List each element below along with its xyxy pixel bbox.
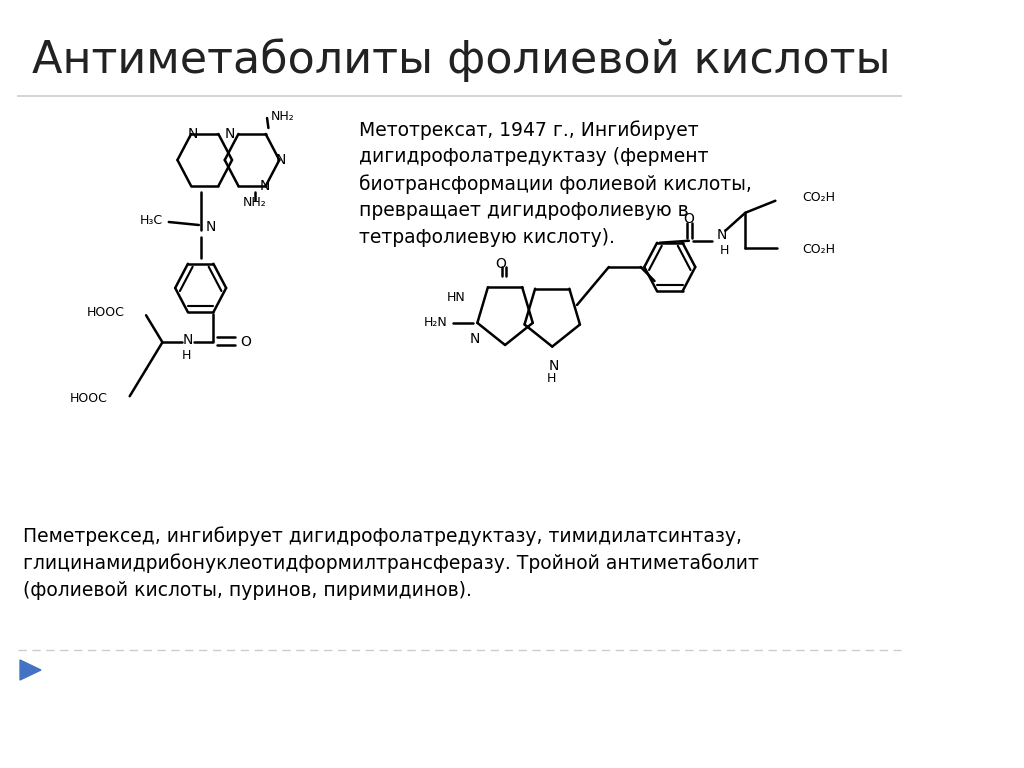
Text: H: H xyxy=(547,372,557,385)
Text: NH₂: NH₂ xyxy=(243,197,266,210)
Text: N: N xyxy=(470,332,480,346)
Text: N: N xyxy=(182,333,194,347)
Text: HN: HN xyxy=(447,291,466,304)
Text: NH₂: NH₂ xyxy=(271,111,295,124)
Text: CO₂H: CO₂H xyxy=(803,243,836,257)
Text: O: O xyxy=(683,212,694,226)
Text: N: N xyxy=(259,178,269,193)
Text: N: N xyxy=(717,228,727,242)
Text: O: O xyxy=(240,336,251,349)
Polygon shape xyxy=(20,660,41,680)
Text: N: N xyxy=(549,359,559,372)
Text: CO₂H: CO₂H xyxy=(803,191,836,204)
Text: H₂N: H₂N xyxy=(424,316,447,329)
Text: H: H xyxy=(181,349,190,362)
Text: H: H xyxy=(720,244,729,257)
Text: Антиметаболиты фолиевой кислоты: Антиметаболиты фолиевой кислоты xyxy=(32,38,891,82)
Text: HOOC: HOOC xyxy=(70,392,108,405)
Text: N: N xyxy=(276,153,287,167)
Text: Метотрексат, 1947 г., Ингибирует
дигидрофолатредуктазу (фермент
биотрансформации: Метотрексат, 1947 г., Ингибирует дигидро… xyxy=(359,120,753,247)
Text: Пеметрексед, ингибирует дигидрофолатредуктазу, тимидилатсинтазу,
глицинамидрибон: Пеметрексед, ингибирует дигидрофолатреду… xyxy=(23,526,759,600)
Text: HOOC: HOOC xyxy=(86,306,124,319)
Text: O: O xyxy=(495,257,506,271)
Text: N: N xyxy=(225,127,236,141)
Text: N: N xyxy=(206,220,216,234)
Text: N: N xyxy=(187,127,198,141)
Text: H₃C: H₃C xyxy=(139,214,163,227)
